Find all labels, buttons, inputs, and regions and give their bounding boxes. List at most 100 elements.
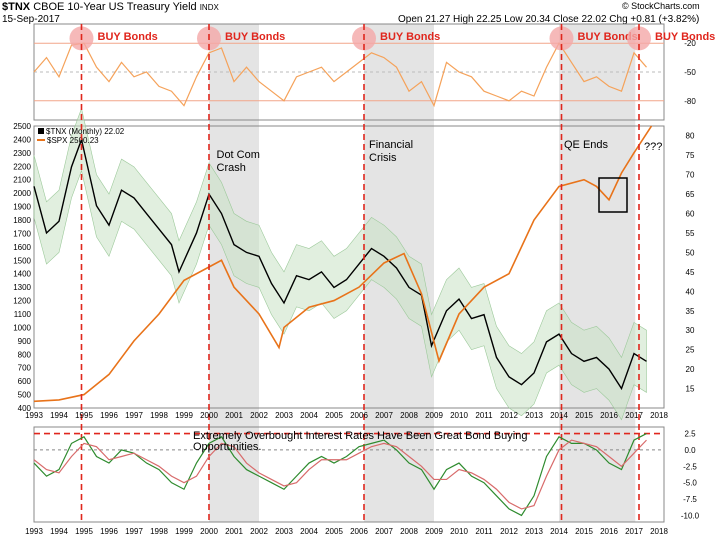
x-tick-label-macd: 2001: [225, 527, 243, 536]
left-axis-tick: 2400: [13, 135, 31, 144]
left-axis-tick: 2100: [13, 176, 31, 185]
x-tick-label-macd: 2004: [300, 527, 318, 536]
x-tick-label-macd: 1999: [175, 527, 193, 536]
x-tick-label-macd: 2018: [650, 527, 668, 536]
x-tick-label-main: 1993: [25, 411, 43, 420]
right-axis-tick: 70: [686, 171, 695, 180]
macd-annotation-2: Opportunities.: [193, 441, 261, 453]
x-tick-label-main: 2009: [425, 411, 443, 420]
main-annotation: Financial: [369, 139, 413, 151]
macd-tick-label: 2.5: [684, 430, 696, 439]
left-axis-tick: 1600: [13, 243, 31, 252]
buy-bonds-label: BUY Bonds: [655, 31, 715, 43]
macd-tick-label: -5.0: [683, 479, 697, 488]
main-annotation: QE Ends: [564, 139, 609, 151]
x-tick-label-main: 2013: [525, 411, 543, 420]
macd-macd-line: [33, 433, 647, 517]
x-tick-label-main: 1998: [150, 411, 168, 420]
left-axis-tick: 2000: [13, 189, 31, 198]
chart-date: 15-Sep-2017: [2, 14, 60, 25]
x-tick-label-macd: 2007: [375, 527, 393, 536]
x-tick-label-main: 2004: [300, 411, 318, 420]
rsi-tick-label: -20: [684, 39, 696, 48]
left-axis-tick: 1300: [13, 283, 31, 292]
main-annotation: ???: [644, 141, 662, 153]
buy-bonds-label: BUY Bonds: [578, 31, 638, 43]
macd-annotation-1: Extremely Overbought Interest Rates Have…: [193, 430, 527, 442]
x-tick-label-macd: 1997: [125, 527, 143, 536]
x-tick-label-macd: 2017: [625, 527, 643, 536]
panel-frame: [33, 426, 665, 523]
main-annotation: Crisis: [369, 152, 397, 164]
right-axis-tick: 50: [686, 248, 695, 257]
low-value: Low 20.34: [504, 14, 551, 25]
x-tick-label-main: 2006: [350, 411, 368, 420]
x-tick-label-macd: 1995: [75, 527, 93, 536]
x-tick-label-main: 2008: [400, 411, 418, 420]
x-tick-label-macd: 2009: [425, 527, 443, 536]
x-tick-label-main: 2001: [225, 411, 243, 420]
rsi-line: [33, 42, 647, 108]
x-tick-label-macd: 2005: [325, 527, 343, 536]
x-tick-label-main: 2018: [650, 411, 668, 420]
x-tick-label-macd: 1994: [50, 527, 68, 536]
x-tick-label-macd: 2008: [400, 527, 418, 536]
rsi-tick-label: -50: [684, 68, 696, 77]
left-axis-tick: 1100: [14, 310, 32, 319]
x-tick-label-main: 2002: [250, 411, 268, 420]
left-axis-tick: 800: [18, 350, 32, 359]
rsi-tick-label: -80: [684, 97, 696, 106]
left-axis-tick: 500: [18, 391, 32, 400]
buy-bonds-label: BUY Bonds: [225, 31, 285, 43]
left-axis-tick: 1400: [13, 270, 31, 279]
left-axis-tick: 2200: [13, 162, 31, 171]
x-tick-label-macd: 2014: [550, 527, 568, 536]
left-axis-tick: 2300: [13, 149, 31, 158]
left-axis-tick: 700: [18, 364, 32, 373]
left-axis-tick: 1200: [13, 297, 31, 306]
x-tick-label-main: 2003: [275, 411, 293, 420]
exchange: INDX: [199, 3, 219, 12]
macd-tick-label: -10.0: [681, 511, 700, 520]
chart-title: $TNX CBOE 10-Year US Treasury Yield INDX: [2, 1, 219, 13]
left-axis-tick: 1800: [13, 216, 31, 225]
spx-line: [33, 125, 653, 403]
legend-spx: $SPX 2500.23: [47, 136, 99, 145]
left-axis-tick: 1500: [13, 256, 31, 265]
x-tick-label-main: 2012: [500, 411, 518, 420]
right-axis-tick: 55: [686, 229, 695, 238]
left-axis-tick: 1000: [13, 323, 31, 332]
x-tick-label-main: 1997: [125, 411, 143, 420]
x-tick-label-macd: 2016: [600, 527, 618, 536]
ohlc-readout: Open 21.27 High 22.25 Low 20.34 Close 22…: [398, 14, 699, 25]
right-axis-tick: 30: [686, 326, 695, 335]
right-axis-tick: 45: [686, 268, 695, 277]
x-tick-label-macd: 2006: [350, 527, 368, 536]
legend-tnx: $TNX (Monthly) 22.02: [46, 127, 125, 136]
qe-box: [598, 177, 628, 213]
right-axis-tick: 60: [686, 210, 695, 219]
x-tick-label-main: 1999: [175, 411, 193, 420]
x-tick-label-main: 2000: [200, 411, 218, 420]
change-value: Chg +0.81 (+3.82%): [609, 14, 700, 25]
x-tick-label-macd: 2013: [525, 527, 543, 536]
right-axis-tick: 80: [686, 132, 695, 141]
macd-signal-line: [33, 439, 647, 510]
x-tick-label-macd: 2003: [275, 527, 293, 536]
shaded-period: [559, 24, 636, 522]
x-tick-label-main: 2010: [450, 411, 468, 420]
x-tick-label-main: 2011: [475, 411, 493, 420]
left-axis-tick: 400: [18, 404, 32, 413]
stockcharts-credit: © StockCharts.com: [622, 1, 700, 11]
x-tick-label-main: 2014: [550, 411, 568, 420]
right-axis-tick: 75: [686, 151, 695, 160]
x-tick-label-main: 2007: [375, 411, 393, 420]
x-tick-label-main: 2015: [575, 411, 593, 420]
x-tick-label-macd: 2011: [475, 527, 493, 536]
main-annotation: Crash: [217, 162, 246, 174]
x-tick-label-macd: 2015: [575, 527, 593, 536]
x-tick-label-macd: 1998: [150, 527, 168, 536]
left-axis-tick: 600: [18, 377, 32, 386]
